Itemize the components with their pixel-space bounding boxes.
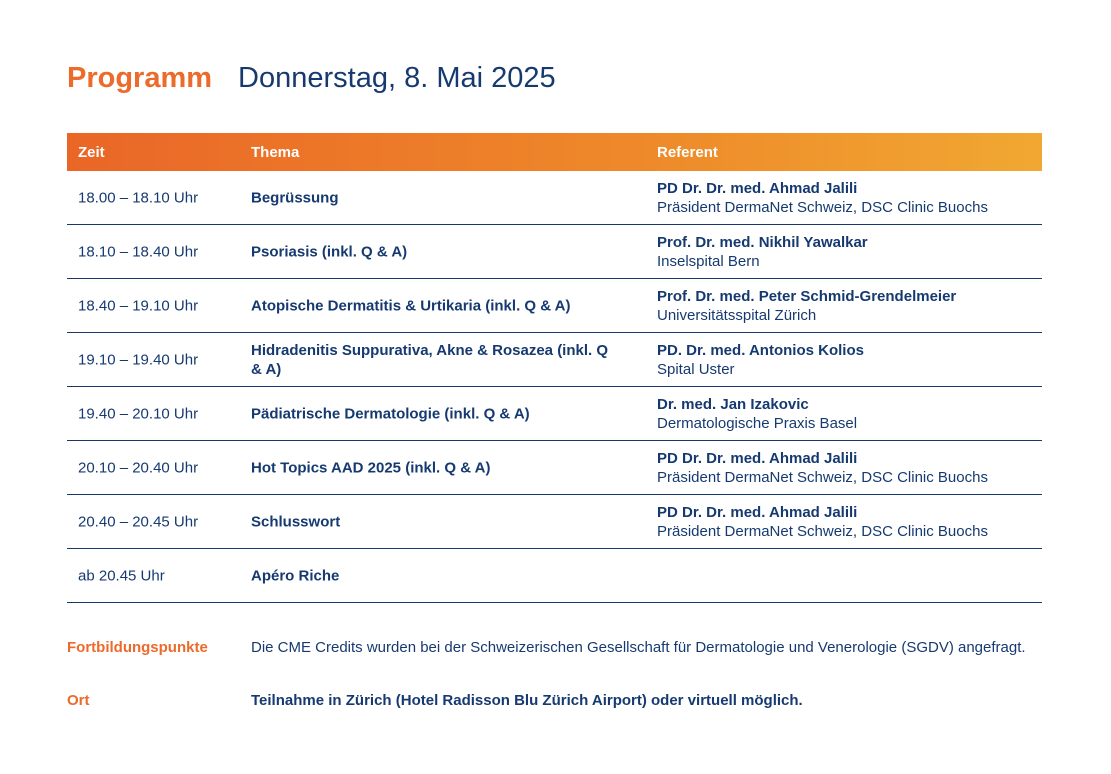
time-cell: 20.10 – 20.40 Uhr — [78, 459, 199, 476]
table-row: ab 20.45 Uhr Apéro Riche — [67, 549, 1042, 603]
table-row: 20.40 – 20.45 Uhr Schlusswort PD Dr. Dr.… — [67, 495, 1042, 549]
speaker-name: PD Dr. Dr. med. Ahmad Jalili — [657, 503, 858, 521]
table-row: 20.10 – 20.40 Uhr Hot Topics AAD 2025 (i… — [67, 441, 1042, 495]
topic-cell: Psoriasis (inkl. Q & A) — [251, 243, 408, 260]
speaker-cell: Prof. Dr. med. Peter Schmid-Grendelmeier… — [657, 287, 956, 325]
location-label: Ort — [67, 692, 90, 709]
table-row: 18.00 – 18.10 Uhr Begrüssung PD Dr. Dr. … — [67, 171, 1042, 225]
speaker-name: PD. Dr. med. Antonios Kolios — [657, 341, 864, 359]
topic-cell: Hidradenitis Suppurativa, Akne & Rosazea… — [251, 341, 609, 378]
table-header: Zeit Thema Referent — [67, 133, 1042, 171]
topic-cell: Apéro Riche — [251, 567, 340, 584]
column-header-referent: Referent — [657, 144, 718, 161]
time-cell: 18.10 – 18.40 Uhr — [78, 243, 199, 260]
table-row: 18.40 – 19.10 Uhr Atopische Dermatitis &… — [67, 279, 1042, 333]
speaker-affiliation: Universitätsspital Zürich — [657, 306, 817, 324]
time-cell: ab 20.45 Uhr — [78, 567, 165, 584]
speaker-affiliation: Präsident DermaNet Schweiz, DSC Clinic B… — [657, 468, 988, 486]
event-date: Donnerstag, 8. Mai 2025 — [238, 62, 556, 94]
speaker-name: Dr. med. Jan Izakovic — [657, 395, 809, 413]
column-header-thema: Thema — [251, 144, 300, 161]
column-header-zeit: Zeit — [78, 144, 105, 161]
speaker-cell: PD. Dr. med. Antonios Kolios Spital Uster — [657, 341, 864, 379]
topic-cell: Hot Topics AAD 2025 (inkl. Q & A) — [251, 459, 491, 476]
speaker-cell: PD Dr. Dr. med. Ahmad Jalili Präsident De… — [657, 449, 988, 487]
time-cell: 20.40 – 20.45 Uhr — [78, 513, 199, 530]
time-cell: 19.40 – 20.10 Uhr — [78, 405, 199, 422]
topic-cell: Schlusswort — [251, 513, 341, 530]
speaker-affiliation: Dermatologische Praxis Basel — [657, 414, 858, 432]
topic-cell: Pädiatrische Dermatologie (inkl. Q & A) — [251, 405, 530, 422]
speaker-affiliation: Präsident DermaNet Schweiz, DSC Clinic B… — [657, 522, 988, 540]
speaker-name: PD Dr. Dr. med. Ahmad Jalili — [657, 179, 858, 197]
program-table: Zeit Thema Referent 18.00 – 18.10 Uhr Be… — [67, 133, 1042, 603]
speaker-cell: Prof. Dr. med. Nikhil Yawalkar Inselspita… — [657, 233, 868, 271]
page-title: Programm Donnerstag, 8. Mai 2025 — [67, 62, 556, 95]
table-row: 19.10 – 19.40 Uhr Hidradenitis Suppurati… — [67, 333, 1042, 387]
time-cell: 18.00 – 18.10 Uhr — [78, 189, 199, 206]
topic-cell: Atopische Dermatitis & Urtikaria (inkl. … — [251, 297, 571, 314]
speaker-affiliation: Präsident DermaNet Schweiz, DSC Clinic B… — [657, 198, 988, 216]
speaker-name: Prof. Dr. med. Peter Schmid-Grendelmeier — [657, 287, 957, 305]
speaker-affiliation: Inselspital Bern — [657, 252, 760, 270]
speaker-cell: PD Dr. Dr. med. Ahmad Jalili Präsident De… — [657, 503, 988, 541]
table-row: 18.10 – 18.40 Uhr Psoriasis (inkl. Q & A… — [67, 225, 1042, 279]
speaker-cell: PD Dr. Dr. med. Ahmad Jalili Präsident De… — [657, 179, 988, 217]
credits-label: Fortbildungspunkte — [67, 639, 208, 656]
table-row: 19.40 – 20.10 Uhr Pädiatrische Dermatolo… — [67, 387, 1042, 441]
program-heading: Programm — [67, 62, 213, 94]
topic-cell: Begrüssung — [251, 189, 339, 206]
speaker-name: Prof. Dr. med. Nikhil Yawalkar — [657, 233, 868, 251]
speaker-name: PD Dr. Dr. med. Ahmad Jalili — [657, 449, 858, 467]
time-cell: 18.40 – 19.10 Uhr — [78, 297, 199, 314]
credits-text: Die CME Credits wurden bei der Schweizer… — [251, 639, 1026, 656]
speaker-affiliation: Spital Uster — [657, 360, 735, 378]
location-text: Teilnahme in Zürich (Hotel Radisson Blu … — [251, 692, 803, 709]
speaker-cell: Dr. med. Jan Izakovic Dermatologische Pra… — [657, 395, 857, 433]
time-cell: 19.10 – 19.40 Uhr — [78, 351, 199, 368]
